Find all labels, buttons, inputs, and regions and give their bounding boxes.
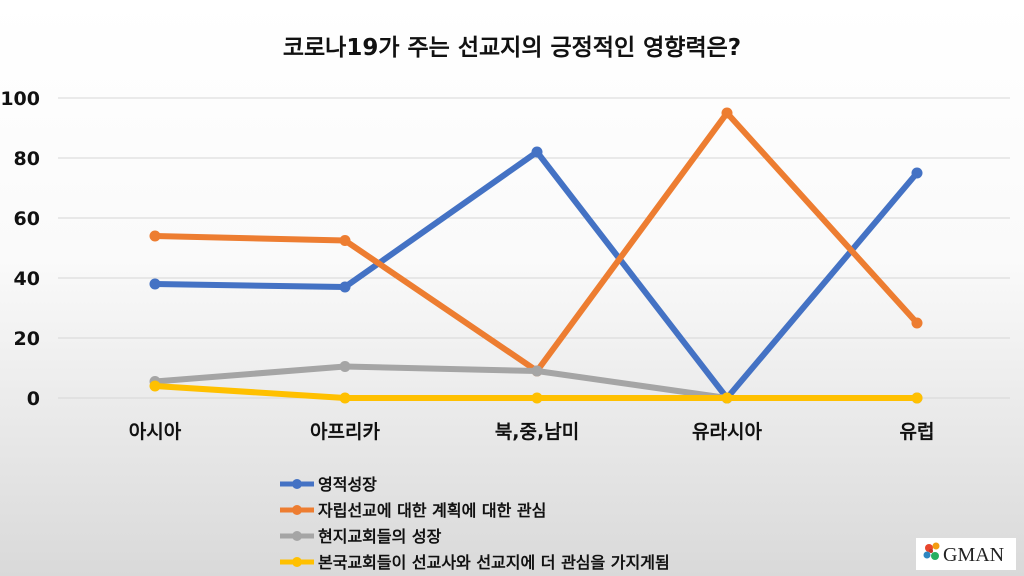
y-tick-label: 0 [27, 388, 40, 410]
flower-logo-icon [923, 542, 940, 560]
y-tick-label: 20 [14, 328, 40, 350]
series-line-segment [534, 149, 730, 401]
y-axis-ticks: 0 20 40 60 80 100 [0, 88, 40, 410]
series-line-segment [724, 110, 920, 326]
x-category-label: 유럽 [900, 421, 935, 443]
legend-item: 자립선교에 대한 계획에 대한 관심 [280, 501, 546, 520]
data-point [339, 361, 351, 372]
series-2 [149, 107, 923, 377]
legend-item: 본국교회들이 선교사와 선교지에 더 관심을 가지게됨 [280, 553, 670, 572]
legend-label: 자립선교에 대한 계획에 대한 관심 [318, 501, 546, 520]
gman-logo: GMAN [916, 538, 1016, 570]
data-point [339, 392, 351, 404]
y-tick-label: 60 [14, 208, 40, 230]
logo-text: GMAN [943, 544, 1004, 566]
data-point [911, 317, 923, 329]
series-line-segment [152, 363, 348, 385]
data-point [911, 392, 923, 404]
series-line-segment [152, 383, 348, 401]
data-point [149, 380, 161, 392]
x-category-label: 아프리카 [310, 421, 380, 443]
gridlines [58, 97, 1010, 399]
series-1 [149, 146, 923, 404]
x-axis-categories: 아시아 아프리카 북,중,남미 유라시아 유럽 [129, 421, 935, 443]
series-line-segment [342, 149, 540, 290]
legend-item: 영적성장 [280, 475, 377, 494]
series-layer [149, 107, 923, 404]
series-line-segment [534, 368, 730, 401]
legend-swatch-marker [292, 505, 302, 515]
data-point [339, 281, 351, 293]
data-point [339, 235, 351, 246]
data-point [531, 146, 543, 158]
series-4 [149, 380, 923, 404]
series-line-segment [342, 363, 540, 374]
series-line-segment [152, 233, 348, 244]
legend-swatch-marker [292, 557, 302, 567]
x-category-label: 아시아 [129, 421, 182, 443]
data-point [531, 365, 543, 377]
x-category-label: 유라시아 [692, 421, 762, 443]
y-tick-label: 40 [14, 268, 40, 290]
y-tick-label: 100 [0, 88, 40, 110]
data-point [149, 230, 161, 242]
x-category-label: 북,중,남미 [495, 421, 579, 443]
series-line-segment [724, 170, 920, 401]
series-line-segment [152, 281, 348, 290]
legend-label: 본국교회들이 선교사와 선교지에 더 관심을 가지게됨 [318, 553, 670, 572]
legend-label: 현지교회들의 성장 [318, 527, 442, 546]
legend-label: 영적성장 [318, 475, 377, 494]
legend-swatch-marker [292, 479, 302, 489]
series-line-segment [342, 237, 540, 374]
y-tick-label: 80 [14, 148, 40, 170]
data-point [721, 107, 733, 119]
data-point [531, 392, 543, 404]
data-point [149, 278, 161, 290]
legend-item: 현지교회들의 성장 [280, 527, 442, 546]
data-point [721, 392, 733, 404]
legend-swatch-marker [292, 531, 302, 541]
series-line-segment [534, 110, 730, 374]
data-point [911, 167, 923, 179]
chart-title: 코로나19가 주는 선교지의 긍정적인 영향력은? [283, 35, 741, 61]
